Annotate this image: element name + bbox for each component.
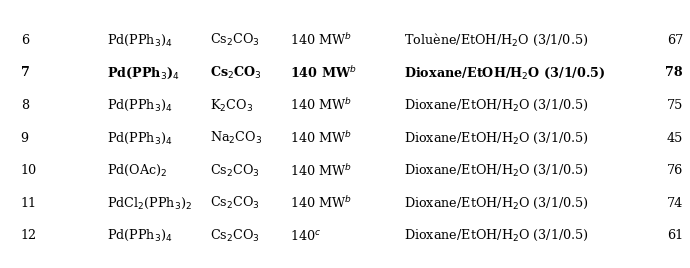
Text: 140 MW$^b$: 140 MW$^b$ [290, 98, 352, 113]
Text: 76: 76 [667, 164, 683, 177]
Text: 8: 8 [21, 99, 29, 112]
Text: 12: 12 [21, 229, 37, 242]
Text: 45: 45 [667, 132, 683, 144]
Text: Dioxane/EtOH/H$_2$O (3/1/0.5): Dioxane/EtOH/H$_2$O (3/1/0.5) [404, 163, 589, 178]
Text: K$_2$CO$_3$: K$_2$CO$_3$ [210, 98, 253, 114]
Text: 75: 75 [667, 99, 683, 112]
Text: 140 MW$^b$: 140 MW$^b$ [290, 65, 357, 81]
Text: 140 MW$^b$: 140 MW$^b$ [290, 130, 352, 146]
Text: 67: 67 [667, 34, 683, 47]
Text: 9: 9 [21, 132, 29, 144]
Text: PdCl$_2$(PPh$_3$)$_2$: PdCl$_2$(PPh$_3$)$_2$ [107, 195, 192, 211]
Text: Dioxane/EtOH/H$_2$O (3/1/0.5): Dioxane/EtOH/H$_2$O (3/1/0.5) [404, 65, 605, 81]
Text: Cs$_2$CO$_3$: Cs$_2$CO$_3$ [210, 228, 260, 244]
Text: Toluène/EtOH/H$_2$O (3/1/0.5): Toluène/EtOH/H$_2$O (3/1/0.5) [404, 32, 588, 49]
Text: 78: 78 [665, 66, 683, 79]
Text: 74: 74 [667, 197, 683, 210]
Text: Dioxane/EtOH/H$_2$O (3/1/0.5): Dioxane/EtOH/H$_2$O (3/1/0.5) [404, 228, 589, 243]
Text: Cs$_2$CO$_3$: Cs$_2$CO$_3$ [210, 162, 260, 178]
Text: Pd(PPh$_3$)$_4$: Pd(PPh$_3$)$_4$ [107, 65, 179, 81]
Text: 140 MW$^b$: 140 MW$^b$ [290, 163, 352, 178]
Text: 140$^c$: 140$^c$ [290, 229, 321, 243]
Text: Cs$_2$CO$_3$: Cs$_2$CO$_3$ [210, 32, 260, 49]
Text: 140 MW$^b$: 140 MW$^b$ [290, 32, 352, 48]
Text: Pd(PPh$_3$)$_4$: Pd(PPh$_3$)$_4$ [107, 228, 172, 243]
Text: Dioxane/EtOH/H$_2$O (3/1/0.5): Dioxane/EtOH/H$_2$O (3/1/0.5) [404, 131, 589, 146]
Text: 6: 6 [21, 34, 29, 47]
Text: Dioxane/EtOH/H$_2$O (3/1/0.5): Dioxane/EtOH/H$_2$O (3/1/0.5) [404, 195, 589, 211]
Text: Pd(OAc)$_2$: Pd(OAc)$_2$ [107, 163, 168, 178]
Text: 10: 10 [21, 164, 37, 177]
Text: Na$_2$CO$_3$: Na$_2$CO$_3$ [210, 130, 263, 146]
Text: Cs$_2$CO$_3$: Cs$_2$CO$_3$ [210, 65, 262, 81]
Text: Pd(PPh$_3$)$_4$: Pd(PPh$_3$)$_4$ [107, 131, 172, 146]
Text: Pd(PPh$_3$)$_4$: Pd(PPh$_3$)$_4$ [107, 98, 172, 113]
Text: 140 MW$^b$: 140 MW$^b$ [290, 195, 352, 211]
Text: 61: 61 [667, 229, 683, 242]
Text: Cs$_2$CO$_3$: Cs$_2$CO$_3$ [210, 195, 260, 211]
Text: 11: 11 [21, 197, 37, 210]
Text: Dioxane/EtOH/H$_2$O (3/1/0.5): Dioxane/EtOH/H$_2$O (3/1/0.5) [404, 98, 589, 113]
Text: 7: 7 [21, 66, 30, 79]
Text: Pd(PPh$_3$)$_4$: Pd(PPh$_3$)$_4$ [107, 33, 172, 48]
